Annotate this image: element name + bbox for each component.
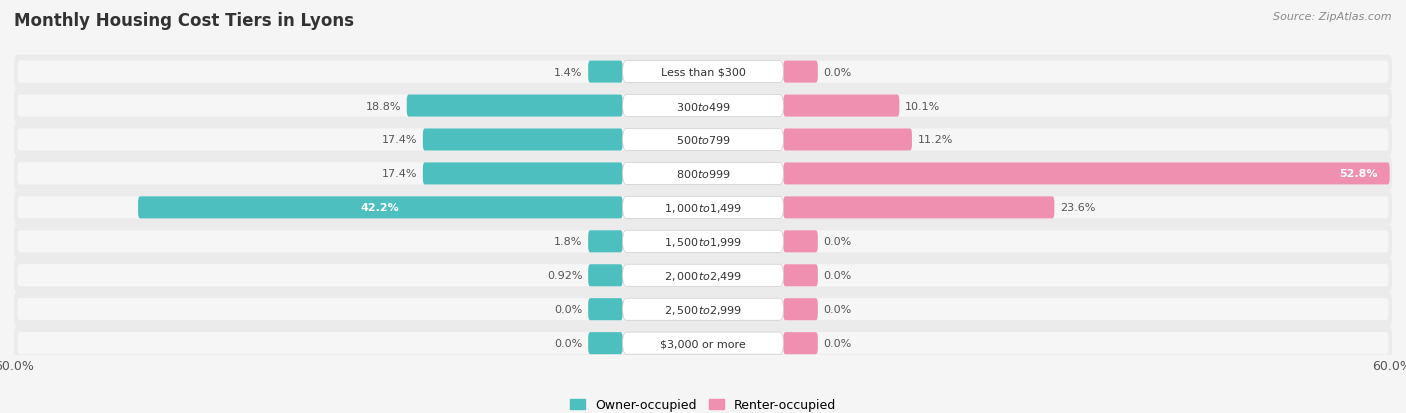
Text: 17.4%: 17.4% [381,169,418,179]
Text: $3,000 or more: $3,000 or more [661,338,745,348]
FancyBboxPatch shape [17,197,1389,219]
FancyBboxPatch shape [623,62,783,83]
FancyBboxPatch shape [14,123,1392,157]
Text: 0.0%: 0.0% [554,338,582,348]
FancyBboxPatch shape [623,95,783,117]
Text: $1,000 to $1,499: $1,000 to $1,499 [664,202,742,214]
FancyBboxPatch shape [588,62,623,83]
FancyBboxPatch shape [17,163,1389,185]
FancyBboxPatch shape [423,129,623,151]
FancyBboxPatch shape [588,231,623,253]
Text: 0.0%: 0.0% [824,271,852,280]
Text: 0.0%: 0.0% [824,304,852,314]
FancyBboxPatch shape [783,265,818,287]
Text: $2,000 to $2,499: $2,000 to $2,499 [664,269,742,282]
FancyBboxPatch shape [14,225,1392,259]
FancyBboxPatch shape [14,89,1392,123]
Text: 42.2%: 42.2% [361,203,399,213]
Legend: Owner-occupied, Renter-occupied: Owner-occupied, Renter-occupied [565,393,841,413]
FancyBboxPatch shape [623,197,783,219]
FancyBboxPatch shape [17,299,1389,320]
Text: $800 to $999: $800 to $999 [675,168,731,180]
FancyBboxPatch shape [14,326,1392,360]
Text: 18.8%: 18.8% [366,101,401,111]
FancyBboxPatch shape [623,332,783,354]
Text: 23.6%: 23.6% [1060,203,1095,213]
FancyBboxPatch shape [588,299,623,320]
FancyBboxPatch shape [17,231,1389,253]
FancyBboxPatch shape [783,231,818,253]
Text: 1.8%: 1.8% [554,237,582,247]
FancyBboxPatch shape [783,95,900,117]
FancyBboxPatch shape [14,157,1392,191]
FancyBboxPatch shape [783,163,1389,185]
Text: $500 to $799: $500 to $799 [675,134,731,146]
Text: 11.2%: 11.2% [918,135,953,145]
FancyBboxPatch shape [14,55,1392,89]
Text: 0.92%: 0.92% [547,271,582,280]
FancyBboxPatch shape [17,62,1389,83]
Text: $2,500 to $2,999: $2,500 to $2,999 [664,303,742,316]
Text: 1.4%: 1.4% [554,67,582,77]
Text: 0.0%: 0.0% [824,237,852,247]
FancyBboxPatch shape [17,332,1389,354]
FancyBboxPatch shape [783,62,818,83]
Text: 17.4%: 17.4% [381,135,418,145]
FancyBboxPatch shape [623,231,783,253]
FancyBboxPatch shape [423,163,623,185]
FancyBboxPatch shape [17,95,1389,117]
Text: 10.1%: 10.1% [905,101,941,111]
FancyBboxPatch shape [138,197,623,219]
FancyBboxPatch shape [14,259,1392,292]
FancyBboxPatch shape [623,129,783,151]
FancyBboxPatch shape [17,265,1389,287]
Text: 0.0%: 0.0% [554,304,582,314]
FancyBboxPatch shape [588,332,623,354]
Text: $1,500 to $1,999: $1,500 to $1,999 [664,235,742,248]
FancyBboxPatch shape [783,129,912,151]
FancyBboxPatch shape [588,265,623,287]
FancyBboxPatch shape [623,299,783,320]
FancyBboxPatch shape [406,95,623,117]
Text: Source: ZipAtlas.com: Source: ZipAtlas.com [1274,12,1392,22]
Text: 0.0%: 0.0% [824,67,852,77]
Text: $300 to $499: $300 to $499 [675,100,731,112]
Text: 0.0%: 0.0% [824,338,852,348]
FancyBboxPatch shape [14,292,1392,326]
FancyBboxPatch shape [783,332,818,354]
FancyBboxPatch shape [783,299,818,320]
Text: Less than $300: Less than $300 [661,67,745,77]
FancyBboxPatch shape [17,129,1389,151]
Text: Monthly Housing Cost Tiers in Lyons: Monthly Housing Cost Tiers in Lyons [14,12,354,30]
FancyBboxPatch shape [623,265,783,287]
FancyBboxPatch shape [623,163,783,185]
Text: 52.8%: 52.8% [1340,169,1378,179]
FancyBboxPatch shape [14,191,1392,225]
FancyBboxPatch shape [783,197,1054,219]
